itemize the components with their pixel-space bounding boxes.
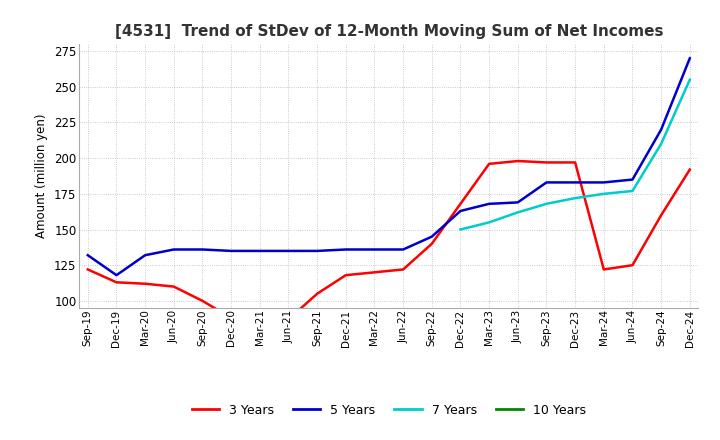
- 5 Years: [428, 234, 436, 239]
- Y-axis label: Amount (million yen): Amount (million yen): [35, 114, 48, 238]
- 3 Years: [685, 167, 694, 172]
- 5 Years: [112, 272, 121, 278]
- 3 Years: [370, 270, 379, 275]
- 3 Years: [571, 160, 580, 165]
- 7 Years: [600, 191, 608, 197]
- 7 Years: [513, 210, 522, 215]
- 3 Years: [485, 161, 493, 166]
- 5 Years: [628, 177, 636, 182]
- 7 Years: [685, 77, 694, 82]
- 5 Years: [600, 180, 608, 185]
- 5 Years: [141, 253, 150, 258]
- 5 Years: [685, 55, 694, 61]
- 7 Years: [657, 141, 665, 147]
- 7 Years: [542, 201, 551, 206]
- 5 Years: [456, 208, 465, 213]
- 5 Years: [485, 201, 493, 206]
- Legend: 3 Years, 5 Years, 7 Years, 10 Years: 3 Years, 5 Years, 7 Years, 10 Years: [186, 399, 591, 422]
- 3 Years: [428, 241, 436, 246]
- 3 Years: [84, 267, 92, 272]
- 7 Years: [485, 220, 493, 225]
- 5 Years: [657, 127, 665, 132]
- 5 Years: [341, 247, 350, 252]
- 7 Years: [628, 188, 636, 194]
- 5 Years: [227, 248, 235, 253]
- 5 Years: [370, 247, 379, 252]
- 7 Years: [571, 195, 580, 201]
- 3 Years: [141, 281, 150, 286]
- 3 Years: [284, 317, 293, 322]
- 5 Years: [198, 247, 207, 252]
- 5 Years: [513, 200, 522, 205]
- 3 Years: [169, 284, 178, 289]
- 5 Years: [399, 247, 408, 252]
- Line: 7 Years: 7 Years: [461, 80, 690, 230]
- 3 Years: [312, 291, 321, 297]
- 3 Years: [112, 280, 121, 285]
- 3 Years: [227, 315, 235, 321]
- 3 Years: [198, 298, 207, 304]
- 5 Years: [284, 248, 293, 253]
- 3 Years: [399, 267, 408, 272]
- 5 Years: [542, 180, 551, 185]
- 3 Years: [628, 263, 636, 268]
- 7 Years: [456, 227, 465, 232]
- 5 Years: [84, 253, 92, 258]
- Title: [4531]  Trend of StDev of 12-Month Moving Sum of Net Incomes: [4531] Trend of StDev of 12-Month Moving…: [114, 24, 663, 39]
- Line: 3 Years: 3 Years: [88, 161, 690, 319]
- 3 Years: [456, 201, 465, 206]
- 3 Years: [600, 267, 608, 272]
- 3 Years: [513, 158, 522, 164]
- 5 Years: [571, 180, 580, 185]
- Line: 5 Years: 5 Years: [88, 58, 690, 275]
- 3 Years: [657, 213, 665, 218]
- 5 Years: [312, 248, 321, 253]
- 3 Years: [341, 272, 350, 278]
- 3 Years: [542, 160, 551, 165]
- 3 Years: [256, 317, 264, 322]
- 5 Years: [256, 248, 264, 253]
- 5 Years: [169, 247, 178, 252]
